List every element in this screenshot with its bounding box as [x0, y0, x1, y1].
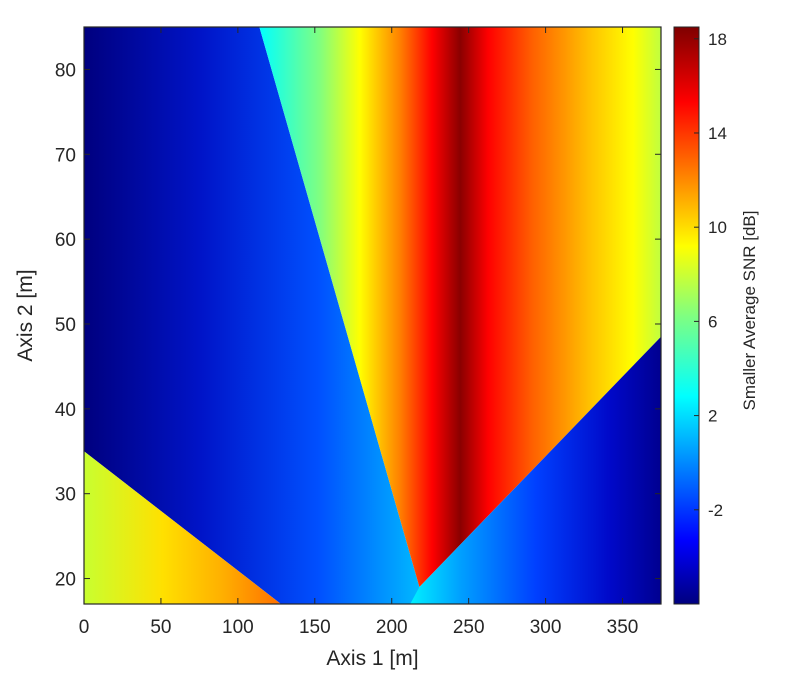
region-lower-left: [84, 451, 281, 604]
axes-layer: 0 50 100 150 200 250 300 350 20 30 40 50 60 70 80: [55, 26, 662, 638]
colorbar-tick-label: 2: [708, 407, 717, 426]
colorbar-tick-label: -2: [708, 501, 723, 520]
x-tick-label: 150: [299, 617, 331, 638]
x-axis-label: Axis 1 [m]: [326, 647, 418, 670]
colorbar-tick-label: 10: [708, 218, 727, 237]
x-tick-label: 0: [79, 617, 90, 638]
colorbar: -2 2 6 10 14 18: [673, 26, 727, 605]
y-tick-label: 80: [55, 60, 76, 81]
plot-area: [84, 27, 661, 604]
region-central: [259, 27, 661, 587]
x-tick-label: 350: [607, 617, 639, 638]
region-upper-left: [84, 27, 420, 604]
y-tick-label: 70: [55, 145, 76, 166]
colorbar-label: Smaller Average SNR [dB]: [740, 211, 759, 411]
region-lower-right: [410, 336, 661, 604]
y-tick-label: 50: [55, 315, 76, 336]
y-tick-label: 20: [55, 570, 76, 591]
x-tick-label: 250: [453, 617, 485, 638]
x-tick-label: 300: [530, 617, 562, 638]
x-tick-label: 200: [376, 617, 408, 638]
y-tick-label: 30: [55, 485, 76, 506]
plot-frame: [83, 26, 662, 605]
colorbar-tick-label: 6: [708, 312, 717, 331]
colorbar-tick-label: 18: [708, 30, 727, 49]
y-axis-label: Axis 2 [m]: [14, 269, 37, 361]
y-tick-label: 60: [55, 230, 76, 251]
colorbar-gradient: [673, 26, 700, 605]
y-tick-label: 40: [55, 400, 76, 421]
colorbar-tick-label: 14: [708, 124, 727, 143]
x-tick-label: 50: [150, 617, 171, 638]
x-tick-label: 100: [222, 617, 254, 638]
